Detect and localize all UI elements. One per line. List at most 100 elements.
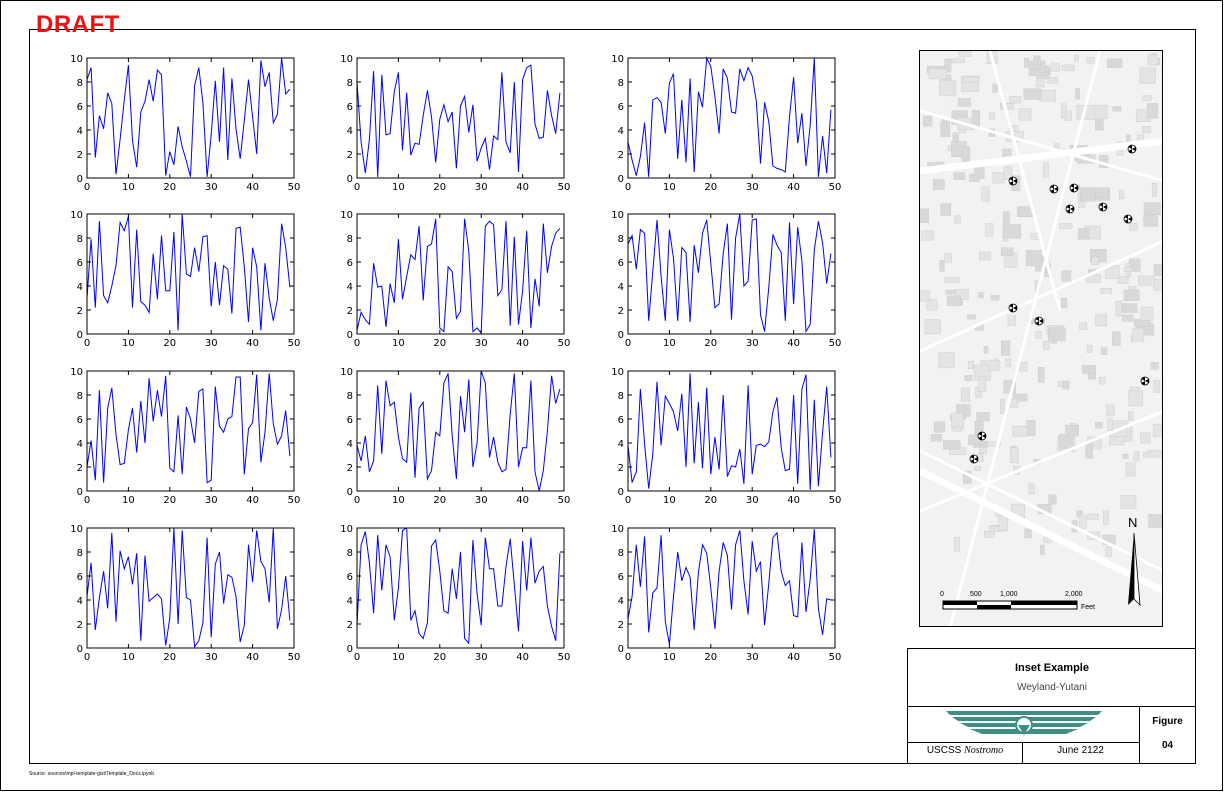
x-tick-label: 40: [787, 652, 800, 663]
map-building: [1122, 454, 1129, 459]
map-building: [943, 440, 961, 450]
figure-label: Figure: [1152, 716, 1183, 727]
ship-name: Nostromo: [964, 745, 1004, 756]
y-tick-label: 2: [618, 306, 624, 317]
x-tick-label: 20: [433, 652, 446, 663]
map-building: [1050, 62, 1060, 72]
map-building: [938, 352, 955, 369]
y-tick-label: 0: [77, 644, 83, 655]
y-tick-label: 6: [77, 572, 83, 583]
map-building: [920, 208, 929, 223]
x-tick-label: 40: [516, 338, 529, 349]
map-building: [1012, 393, 1028, 402]
map-building: [1086, 345, 1093, 353]
x-tick-label: 50: [558, 338, 571, 349]
map-building: [1009, 96, 1022, 104]
map-building: [1112, 106, 1122, 112]
map-building: [967, 314, 976, 320]
map-building: [952, 132, 959, 142]
y-tick-label: 6: [77, 415, 83, 426]
map-city-blocks: [920, 51, 1162, 557]
subplot-10: 0 10 20 30 40 50 0 2 4 6 8 10: [70, 524, 300, 663]
x-tick-label: 10: [122, 338, 135, 349]
radiation-symbol-icon: [1069, 183, 1079, 193]
series-line: [356, 527, 561, 645]
x-tick-label: 20: [163, 652, 176, 663]
y-tick-label: 8: [77, 78, 83, 89]
axes-frame: [356, 57, 565, 179]
map-building: [928, 68, 947, 80]
map-building: [977, 453, 984, 463]
x-tick-label: 20: [704, 495, 717, 506]
map-building: [1079, 322, 1088, 330]
map-building: [971, 110, 981, 127]
y-tick-label: 0: [347, 644, 353, 655]
radiation-symbol-icon: [1065, 204, 1075, 214]
map-building: [1150, 362, 1159, 370]
y-tick-label: 8: [347, 78, 353, 89]
x-tick-label: 30: [746, 338, 759, 349]
map-building: [1036, 76, 1045, 88]
map-building: [978, 292, 984, 299]
y-tick-label: 0: [77, 487, 83, 498]
map-building: [1137, 275, 1155, 286]
series-line: [627, 373, 832, 490]
x-tick-label: 10: [122, 182, 135, 193]
y-tick-label: 4: [618, 282, 624, 293]
map-building: [1105, 546, 1112, 557]
map-building: [978, 375, 987, 393]
y-tick-label: 10: [70, 524, 83, 535]
x-tick-label: 30: [746, 495, 759, 506]
map-building: [1024, 57, 1030, 68]
x-tick-label: 30: [746, 182, 759, 193]
map-building: [1107, 418, 1113, 431]
map-building: [1087, 513, 1099, 520]
title-block-divider: [1139, 706, 1140, 764]
map-building: [967, 360, 974, 370]
scale-label-1000: 1,000: [1000, 591, 1018, 598]
axes-frame: [356, 370, 565, 492]
scale-bar: 0 500 1,000 2,000 Feet: [940, 591, 1095, 611]
x-tick-label: 30: [205, 338, 218, 349]
x-tick-label: 10: [392, 338, 405, 349]
y-tick-label: 0: [347, 330, 353, 341]
map-building: [1123, 289, 1140, 301]
y-tick-label: 2: [347, 620, 353, 631]
map-building: [1059, 223, 1073, 229]
map-building: [1106, 404, 1115, 417]
map-building: [944, 277, 960, 283]
map-building: [1035, 331, 1042, 339]
map-building: [985, 223, 994, 237]
radiation-symbol-icon: [1123, 214, 1133, 224]
map-building: [1133, 451, 1140, 462]
map-building: [1026, 420, 1036, 436]
y-tick-label: 10: [340, 367, 353, 378]
map-building: [1002, 224, 1021, 239]
map-building: [1125, 462, 1136, 477]
map-building: [1023, 88, 1042, 100]
map-building: [998, 515, 1009, 532]
map-building: [1103, 510, 1109, 525]
y-tick-label: 10: [70, 54, 83, 65]
y-tick-label: 10: [611, 367, 624, 378]
subplot-4: 0 10 20 30 40 50 0 2 4 6 8 10: [70, 210, 300, 349]
map-building: [921, 230, 935, 241]
map-streets: [920, 51, 1162, 626]
map-building: [1132, 327, 1145, 342]
x-tick-label: 0: [84, 182, 90, 193]
map-building: [1128, 411, 1134, 421]
ship-label: USCSS Nostromo: [908, 745, 1022, 756]
y-tick-label: 8: [347, 548, 353, 559]
map-building: [944, 253, 953, 263]
x-tick-label: 50: [288, 652, 301, 663]
map-building: [1128, 390, 1143, 407]
radiation-symbol-icon: [1008, 303, 1018, 313]
y-tick-label: 0: [618, 644, 624, 655]
x-tick-label: 0: [354, 338, 360, 349]
map-building: [1086, 57, 1095, 64]
y-tick-label: 2: [618, 463, 624, 474]
map-building: [976, 412, 990, 422]
map-building: [944, 58, 952, 73]
x-tick-label: 50: [829, 338, 842, 349]
